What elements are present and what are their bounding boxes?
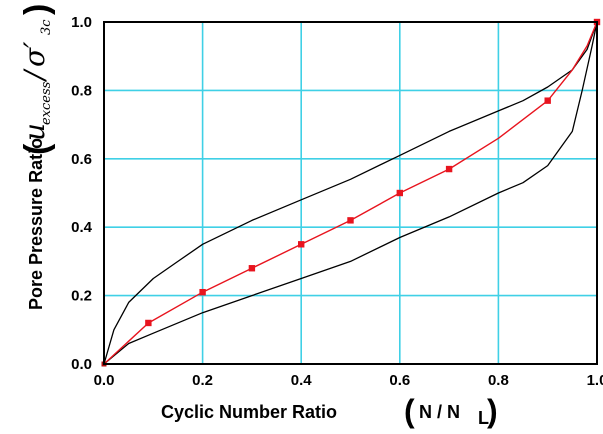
- y-tick-label: 1.0: [71, 14, 92, 31]
- y-tick-label: 0.2: [71, 288, 92, 305]
- x-tick-label: 0.4: [291, 372, 313, 389]
- lower-bound-curve: [103, 21, 598, 365]
- y-axis-close-paren: ): [18, 4, 56, 15]
- tick-labels: 0.0 0.2 0.4 0.6 0.8 1.0 0.0 0.2 0.4 0.6 0.8 1.0: [71, 14, 603, 389]
- mean-marker: [347, 217, 354, 224]
- y-axis-denominator: σ′: [18, 41, 51, 67]
- mean-marker: [396, 189, 403, 197]
- mean-marker: [544, 97, 551, 104]
- x-axis-subscript: L: [478, 408, 489, 428]
- y-axis-title: Pore Pressure Ratio ( u excess / σ′ 3c ): [18, 4, 56, 310]
- x-tick-label: 1.0: [587, 372, 603, 389]
- y-axis-open-paren: (: [18, 143, 56, 155]
- mean-marker: [298, 241, 305, 248]
- y-axis-slash: /: [18, 68, 51, 83]
- mean-marker: [248, 265, 256, 272]
- x-tick-label: 0.0: [94, 372, 115, 389]
- grid: [104, 22, 597, 364]
- y-axis-variable: u: [18, 123, 51, 141]
- x-axis-open-paren: (: [404, 393, 415, 429]
- series-group: [101, 18, 601, 367]
- mean-curve: [103, 21, 598, 365]
- mean-marker: [145, 319, 152, 327]
- upper-bound-curve: [103, 21, 598, 365]
- x-tick-label: 0.8: [488, 372, 509, 389]
- x-axis-close-paren: ): [487, 393, 498, 429]
- y-tick-label: 0.6: [71, 151, 92, 168]
- y-axis-denominator-subscript: 3c: [39, 19, 54, 35]
- x-tick-label: 0.2: [192, 372, 213, 389]
- mean-marker: [199, 288, 206, 296]
- y-tick-label: 0.0: [71, 356, 92, 373]
- plot-frame: [103, 21, 598, 365]
- y-tick-label: 0.8: [71, 82, 92, 99]
- x-tick-label: 0.6: [389, 372, 410, 389]
- x-axis-label: Cyclic Number Ratio: [161, 402, 337, 422]
- y-axis-variable-subscript: excess: [39, 81, 54, 125]
- y-tick-label: 0.4: [71, 219, 93, 236]
- x-axis-title: Cyclic Number Ratio ( N / N L ): [161, 393, 498, 429]
- y-axis-label: Pore Pressure Ratio: [26, 138, 46, 310]
- mean-marker: [445, 165, 453, 173]
- x-axis-ratio-text: N / N: [419, 402, 460, 422]
